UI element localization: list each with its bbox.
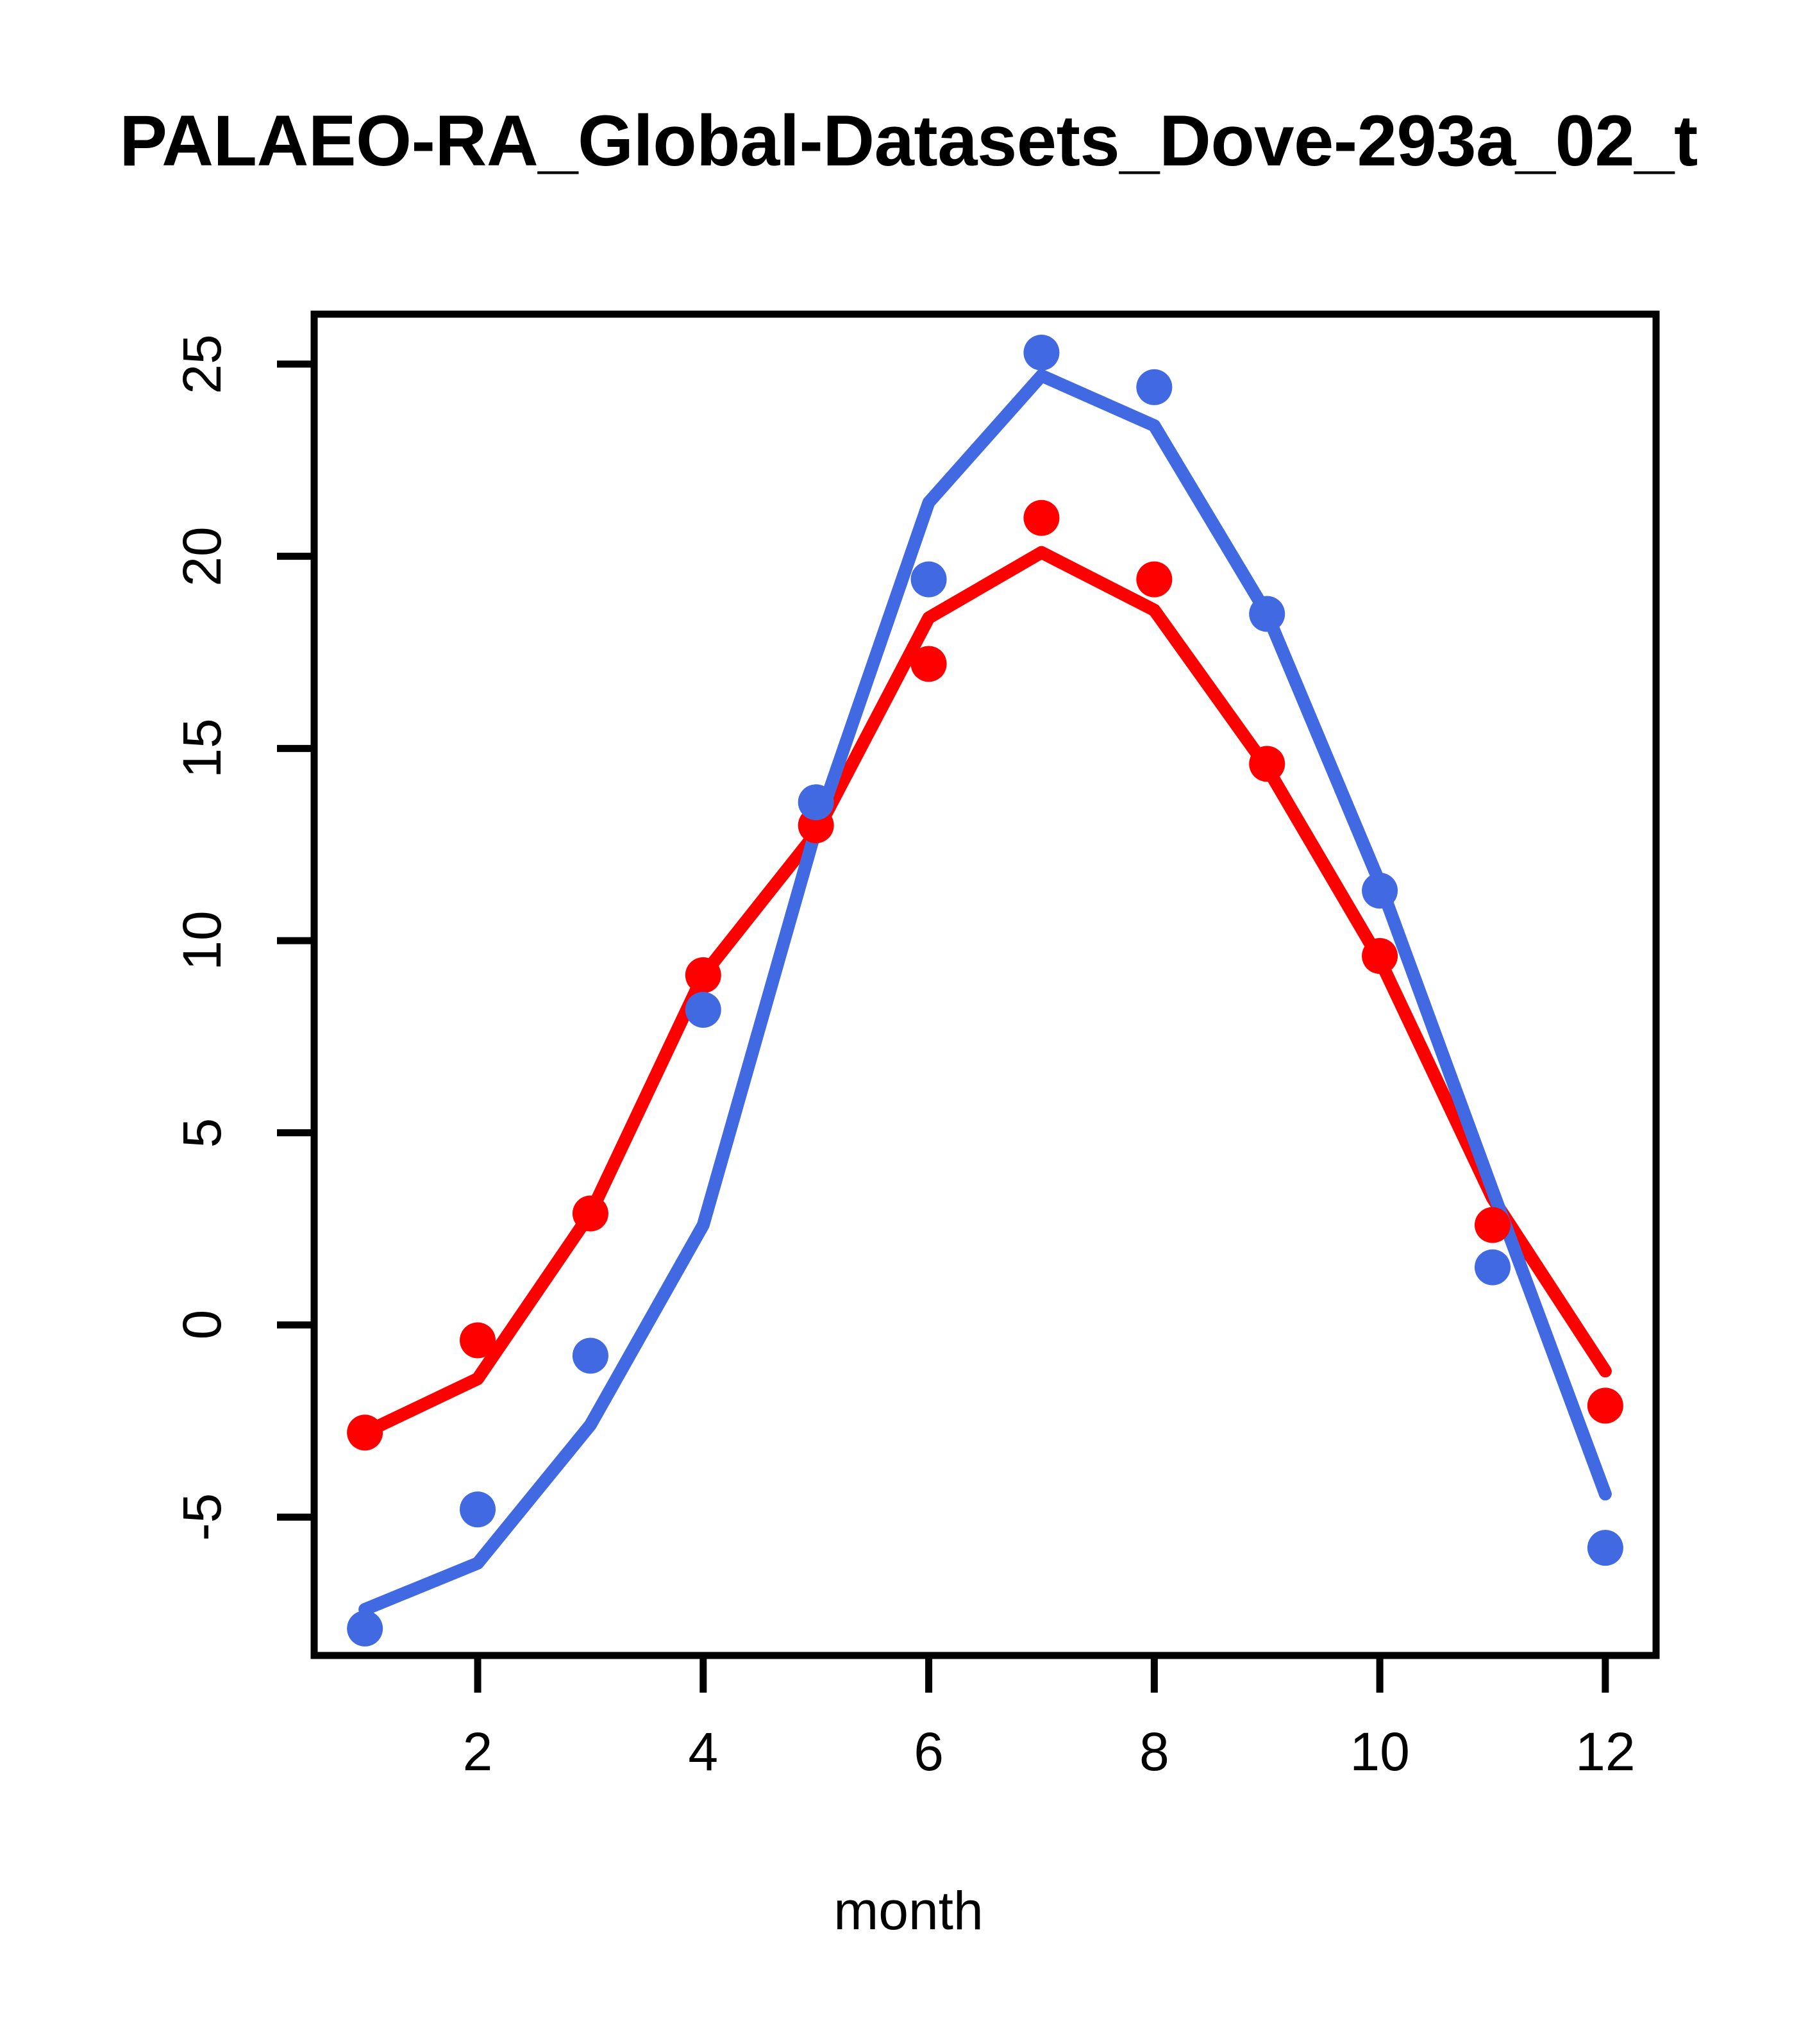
data-point-red-points — [572, 1195, 608, 1232]
data-point-blue-points — [572, 1337, 608, 1374]
x-tick-label: 2 — [462, 1721, 493, 1782]
x-tick-label: 10 — [1350, 1721, 1410, 1782]
data-point-red-points — [1587, 1387, 1623, 1424]
data-point-blue-points — [1474, 1249, 1511, 1286]
y-tick-label: 25 — [172, 334, 232, 394]
data-point-red-points — [460, 1322, 496, 1359]
data-point-blue-points — [798, 784, 834, 821]
data-point-red-points — [910, 646, 947, 682]
data-point-blue-points — [1023, 334, 1060, 371]
plot-box — [310, 310, 1660, 1659]
data-point-red-points — [685, 957, 721, 994]
data-point-red-points — [1023, 499, 1060, 536]
series-line-blue-line — [358, 369, 1612, 1616]
plot-frame — [310, 310, 1660, 1659]
data-point-red-points — [1249, 746, 1285, 782]
data-point-blue-points — [1362, 873, 1398, 909]
y-tick-label: 15 — [172, 718, 232, 779]
y-tick-label: 5 — [172, 1118, 232, 1148]
x-tick-label: 8 — [1139, 1721, 1169, 1782]
y-tick-label: 20 — [172, 526, 232, 587]
y-tick-label: -5 — [172, 1493, 232, 1541]
chart-title: PALAEO-RA_Global-Datasets_Dove-293a_02_t — [119, 101, 1698, 181]
y-axis-ticks — [277, 360, 314, 1521]
data-point-blue-points — [1136, 369, 1173, 405]
x-axis-ticks — [474, 1655, 1609, 1693]
series-line-red-line — [358, 546, 1612, 1439]
data-point-red-points — [347, 1414, 383, 1451]
data-lines — [358, 369, 1612, 1616]
x-tick-label: 6 — [914, 1721, 944, 1782]
y-tick-label: 0 — [172, 1310, 232, 1340]
data-point-blue-points — [910, 561, 947, 598]
data-point-red-points — [1136, 561, 1173, 598]
x-tick-label: 4 — [688, 1721, 719, 1782]
x-axis-label: month — [833, 1881, 984, 1941]
x-tick-label: 12 — [1575, 1721, 1636, 1782]
data-point-blue-points — [685, 991, 721, 1028]
data-point-blue-points — [1587, 1530, 1623, 1566]
data-points — [347, 334, 1623, 1647]
data-point-red-points — [1362, 938, 1398, 975]
data-point-blue-points — [347, 1611, 383, 1647]
data-point-blue-points — [460, 1491, 496, 1528]
data-point-blue-points — [1249, 596, 1285, 632]
data-point-red-points — [1474, 1207, 1511, 1243]
y-tick-label: 10 — [172, 910, 232, 971]
